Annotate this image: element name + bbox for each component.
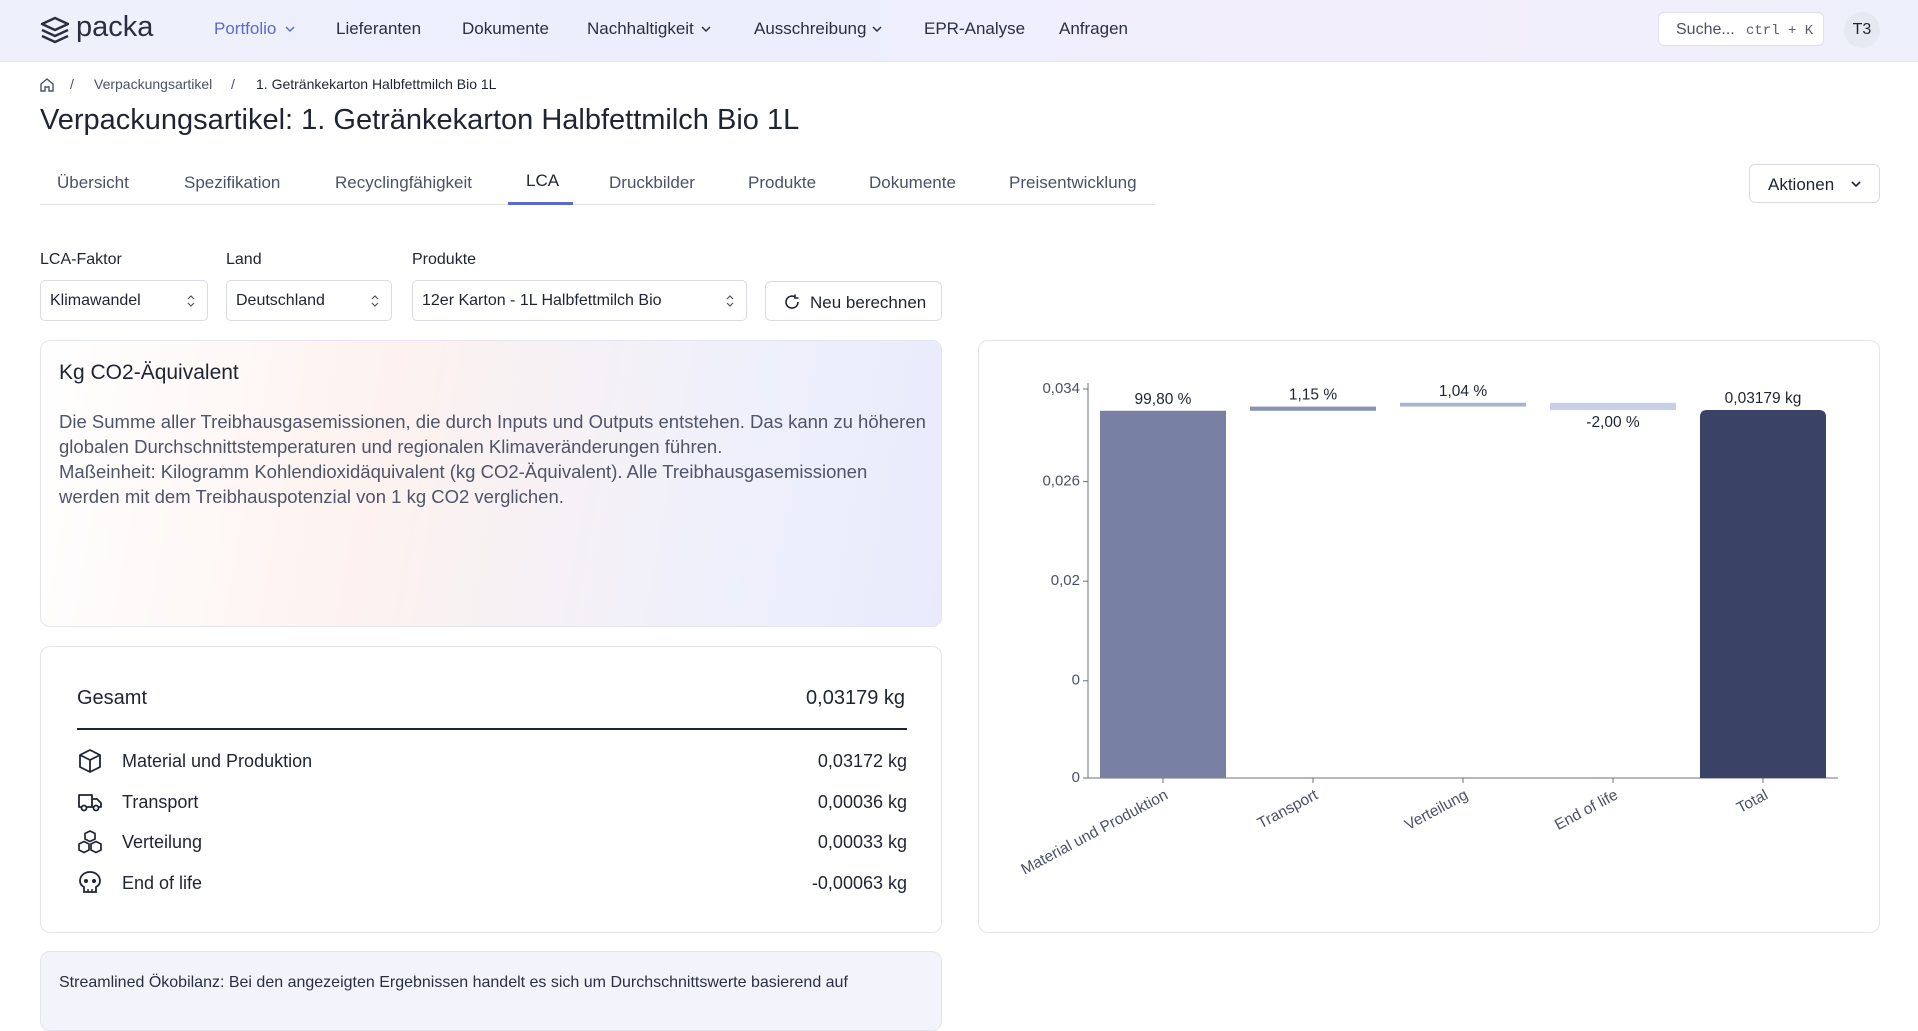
- active-tab-underline: [508, 202, 573, 205]
- bar: [1550, 402, 1676, 411]
- x-tick-label: Transport: [1255, 786, 1322, 832]
- logo-icon: [40, 16, 70, 44]
- total-value: 0,03179 kg: [806, 687, 905, 709]
- top-nav: packa Portfolio Lieferanten Dokumente Na…: [0, 0, 1918, 62]
- actions-label: Aktionen: [1768, 175, 1835, 194]
- logo[interactable]: packa: [76, 11, 154, 43]
- tab[interactable]: Spezifikation: [184, 173, 281, 192]
- row-label: Material und Produktion: [122, 751, 313, 771]
- info-text: Die Summe aller Treibhausgasemissionen, …: [59, 409, 929, 509]
- select-icon: [726, 295, 734, 307]
- chevron: [1851, 181, 1861, 188]
- truck-icon: [78, 794, 102, 812]
- tab[interactable]: Produkte: [748, 173, 817, 192]
- tab[interactable]: Druckbilder: [609, 173, 695, 192]
- nav-item[interactable]: Dokumente: [462, 19, 549, 38]
- note-card: Streamlined Ökobilanz: Bei den angezeigt…: [40, 951, 942, 1031]
- select-icon: [187, 295, 195, 307]
- select-value: Klimawandel: [50, 292, 141, 309]
- bar-label: 1,04 %: [1439, 383, 1487, 400]
- info-card: Kg CO2-Äquivalent Die Summe aller Treibh…: [40, 340, 942, 627]
- skull-icon: [79, 871, 101, 893]
- tab[interactable]: Recyclingfähigkeit: [335, 173, 473, 192]
- bar: [1250, 406, 1376, 411]
- nav-item[interactable]: EPR-Analyse: [924, 19, 1026, 38]
- info-paragraph: Maßeinheit: Kilogramm Kohlendioxidäquiva…: [59, 461, 868, 507]
- bar-label: -2,00 %: [1586, 414, 1640, 431]
- total-label: Gesamt: [77, 687, 148, 709]
- home-icon[interactable]: [39, 77, 55, 93]
- row-value: 0,03172 kg: [817, 751, 907, 771]
- total-divider: [77, 728, 907, 730]
- bar: [1100, 410, 1226, 778]
- recalculate-button[interactable]: Neu berechnen: [765, 281, 942, 321]
- search-placeholder: Suche...: [1676, 21, 1735, 38]
- select[interactable]: 12er Karton - 1L Halbfettmilch Bio: [412, 280, 747, 321]
- select-value: 12er Karton - 1L Halbfettmilch Bio: [422, 292, 662, 309]
- row-label: Verteilung: [122, 832, 203, 852]
- filter-label: Produkte: [412, 251, 477, 268]
- y-tick-label: 0: [1072, 672, 1080, 689]
- tab[interactable]: Dokumente: [869, 173, 956, 192]
- y-tick-label: 0,034: [1042, 380, 1080, 397]
- boxes-icon: [78, 830, 102, 854]
- x-tick-label: End of life: [1552, 787, 1621, 834]
- box-icon: [79, 749, 101, 773]
- chart-card: 0 0 0,02 0,026 0,034 99,80 % Material und Prod…: [978, 340, 1880, 933]
- info-paragraph: Die Summe aller Treibhausgasemissionen, …: [59, 411, 926, 457]
- breadcrumb-link[interactable]: Verpackungsartikel: [94, 76, 213, 92]
- refresh-icon: [785, 294, 799, 309]
- actions-button[interactable]: Aktionen: [1749, 164, 1880, 203]
- chevron: [701, 26, 711, 33]
- select[interactable]: Klimawandel: [40, 280, 208, 321]
- chevron: [285, 26, 295, 33]
- select-value: Deutschland: [236, 292, 325, 309]
- y-tick-label: 0: [1072, 769, 1080, 786]
- nav-item[interactable]: Ausschreibung: [754, 19, 867, 38]
- bar-label: 99,80 %: [1135, 391, 1192, 408]
- select[interactable]: Deutschland: [226, 280, 392, 321]
- avatar[interactable]: T3: [1844, 12, 1880, 48]
- row-value: 0,00033 kg: [817, 832, 907, 852]
- filter-label: Land: [226, 251, 262, 268]
- chart: 0 0 0,02 0,026 0,034 99,80 % Material und Prod…: [1018, 380, 1838, 879]
- search-box[interactable]: Suche... ctrl + K: [1658, 12, 1824, 46]
- bar-label: 1,15 %: [1289, 387, 1337, 404]
- nav-item[interactable]: Nachhaltigkeit: [587, 19, 694, 38]
- row-value: -0,00063 kg: [811, 873, 907, 893]
- row-value: 0,00036 kg: [817, 792, 907, 812]
- select-icon: [371, 295, 379, 307]
- row-label: Transport: [122, 792, 199, 812]
- note-text: Streamlined Ökobilanz: Bei den angezeigt…: [59, 974, 848, 991]
- tab[interactable]: Preisentwicklung: [1009, 173, 1137, 192]
- recalculate-label: Neu berechnen: [810, 293, 927, 312]
- y-tick-label: 0,026: [1042, 473, 1080, 490]
- page-title: Verpackungsartikel: 1. Getränkekarton Ha…: [40, 104, 800, 136]
- x-tick-label: Verteilung: [1402, 787, 1471, 834]
- chevron: [872, 26, 882, 33]
- breadcrumb-separator: /: [231, 76, 235, 92]
- tab-divider: [40, 204, 1155, 205]
- tab[interactable]: LCA: [526, 171, 560, 190]
- bar-label: 0,03179 kg: [1725, 390, 1802, 407]
- x-tick-label: Total: [1734, 787, 1771, 817]
- info-title: Kg CO2-Äquivalent: [59, 361, 239, 384]
- filter-label: LCA-Faktor: [40, 251, 122, 268]
- nav-item[interactable]: Lieferanten: [336, 19, 422, 38]
- nav-item[interactable]: Anfragen: [1059, 19, 1128, 38]
- bar: [1700, 409, 1826, 778]
- breadcrumb-current: 1. Getränkekarton Halbfettmilch Bio 1L: [256, 76, 497, 92]
- x-tick-label: Material und Produktion: [1018, 787, 1171, 879]
- y-tick-label: 0,02: [1051, 572, 1080, 589]
- search-shortcut: ctrl + K: [1746, 23, 1814, 39]
- summary-card: Gesamt 0,03179 kg Material und Produktio…: [40, 646, 942, 933]
- row-label: End of life: [122, 873, 203, 893]
- tab[interactable]: Übersicht: [57, 173, 129, 192]
- breadcrumb-separator: /: [70, 76, 74, 92]
- nav-item[interactable]: Portfolio: [214, 19, 277, 38]
- bar: [1400, 402, 1526, 407]
